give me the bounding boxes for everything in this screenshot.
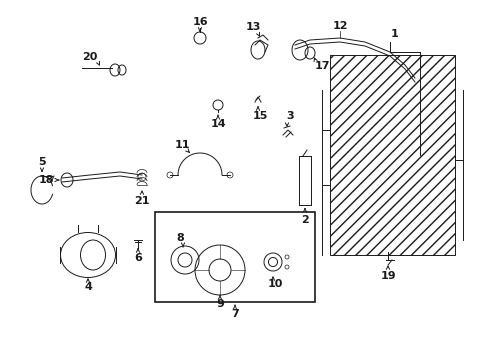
Text: 3: 3 [285,111,293,121]
Text: 18: 18 [38,175,54,185]
Text: 7: 7 [231,309,238,319]
Text: 2: 2 [301,215,308,225]
Text: 19: 19 [379,271,395,281]
Text: 8: 8 [176,233,183,243]
Text: 11: 11 [174,140,189,150]
Text: 4: 4 [84,282,92,292]
Text: 21: 21 [134,196,149,206]
Text: 16: 16 [192,17,207,27]
Text: 9: 9 [216,299,224,309]
Text: 10: 10 [267,279,282,289]
Text: 13: 13 [245,22,260,32]
Text: 15: 15 [252,111,267,121]
Text: 14: 14 [210,119,225,129]
Text: 12: 12 [331,21,347,31]
Bar [329,55,454,255]
Text: 17: 17 [314,61,329,71]
Text: 1: 1 [390,29,398,39]
Text: 20: 20 [82,52,98,62]
Text: 5: 5 [38,157,46,167]
Text: 6: 6 [134,253,142,263]
Bar [155,212,314,302]
